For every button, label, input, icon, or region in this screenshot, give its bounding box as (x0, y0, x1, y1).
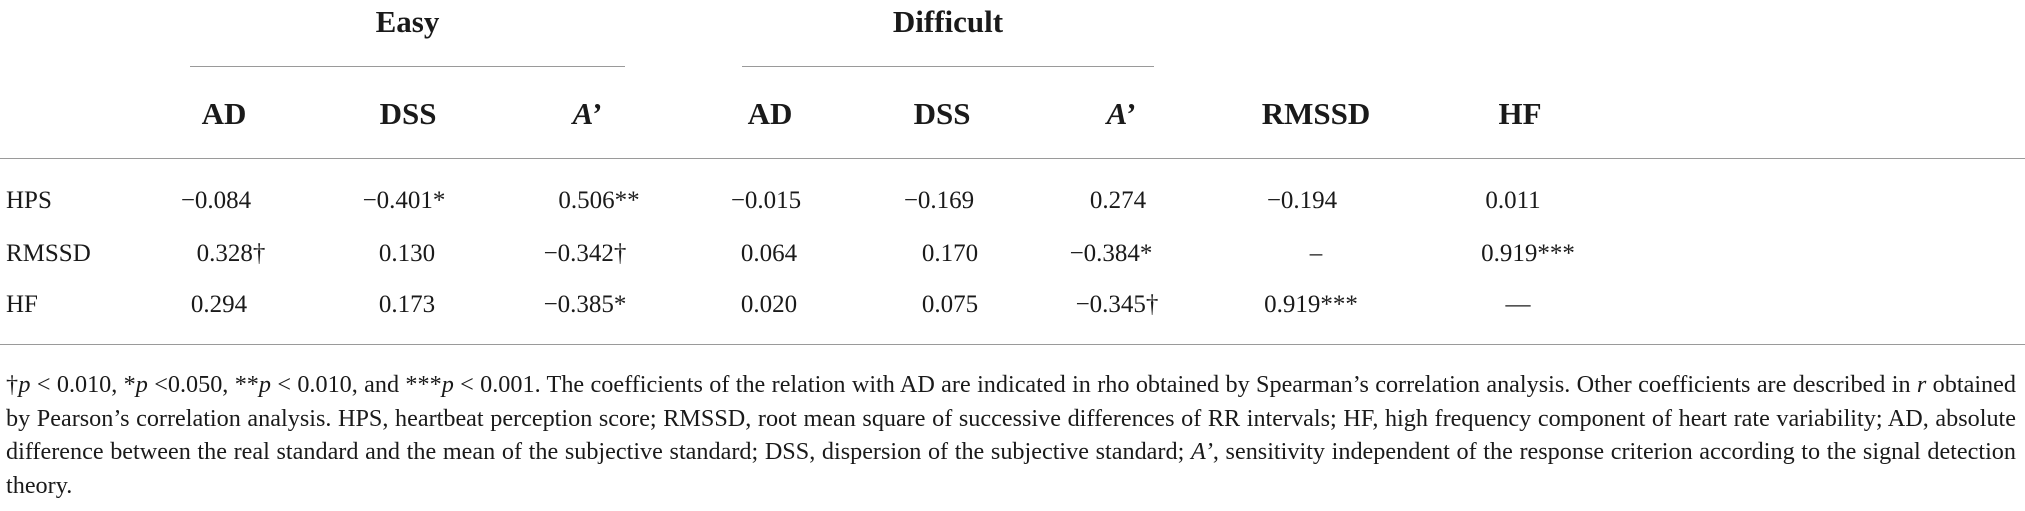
table-cell: −0.015 (730, 187, 802, 214)
group-header-easy: Easy (375, 4, 440, 39)
footnote-text: <0.050, ** (147, 371, 259, 398)
col-header-easy-dss: DSS (379, 96, 437, 131)
col-header-rmssd: RMSSD (1261, 96, 1371, 131)
table-cell: – (1309, 240, 1323, 267)
table-cell: −0.345† (1075, 291, 1159, 318)
footnote-r: r (1916, 371, 1927, 398)
bottom-rule (0, 344, 2025, 345)
table-cell: −0.401* (362, 187, 446, 214)
table-cell: 0.173 (378, 291, 436, 318)
table-cell: −0.169 (903, 187, 975, 214)
row-label-hf: HF (6, 291, 38, 318)
table-cell: 0.294 (190, 291, 248, 318)
table-cell: 0.020 (740, 291, 798, 318)
footnote-dagger: † (6, 371, 19, 398)
table-cell: 0.075 (921, 291, 979, 318)
table-cell: 0.011 (1485, 187, 1541, 214)
footnote-p: p (258, 371, 271, 398)
col-header-difficult-a-prime: A’ (1106, 96, 1136, 131)
col-header-easy-ad: AD (201, 96, 247, 131)
table-cell: −0.385* (543, 291, 627, 318)
table-cell: 0.274 (1089, 187, 1147, 214)
table-cell: −0.194 (1266, 187, 1338, 214)
row-label-hps: HPS (6, 187, 52, 214)
table-cell: — (1505, 291, 1531, 318)
footnote-text: < 0.001. The coefficients of the relatio… (453, 371, 1917, 398)
group-rule-easy (190, 66, 625, 67)
table-cell: 0.064 (740, 240, 798, 267)
row-label-rmssd: RMSSD (6, 240, 91, 267)
footnote-text: < 0.010, and *** (270, 371, 442, 398)
table-cell: 0.919*** (1264, 291, 1358, 318)
col-header-difficult-ad: AD (747, 96, 793, 131)
footnote-text: < 0.010, * (30, 371, 136, 398)
table-cell: −0.384* (1069, 240, 1153, 267)
footnote-text: , sensitivity independent of the respons… (6, 438, 2016, 499)
table-footnote: †p < 0.010, *p <0.050, **p < 0.010, and … (6, 368, 2016, 502)
header-rule (0, 158, 2025, 159)
table-cell: 0.506** (558, 187, 640, 214)
table-cell: 0.170 (921, 240, 979, 267)
col-header-easy-a-prime: A’ (572, 96, 602, 131)
group-header-difficult: Difficult (892, 4, 1004, 39)
footnote-p: p (441, 371, 454, 398)
footnote-text: obtained by Pearson’s correlation analys… (6, 371, 2016, 465)
table-cell: 0.130 (378, 240, 436, 267)
footnote-p: p (135, 371, 148, 398)
group-rule-difficult (742, 66, 1154, 67)
col-header-hf: HF (1498, 96, 1542, 131)
table-cell: 0.328† (196, 240, 266, 267)
table-cell: 0.919*** (1481, 240, 1575, 267)
footnote-a-prime: A’ (1190, 438, 1213, 465)
footnote-p: p (18, 371, 31, 398)
table-cell: −0.342† (543, 240, 627, 267)
table-cell: −0.084 (180, 187, 252, 214)
col-header-difficult-dss: DSS (913, 96, 971, 131)
